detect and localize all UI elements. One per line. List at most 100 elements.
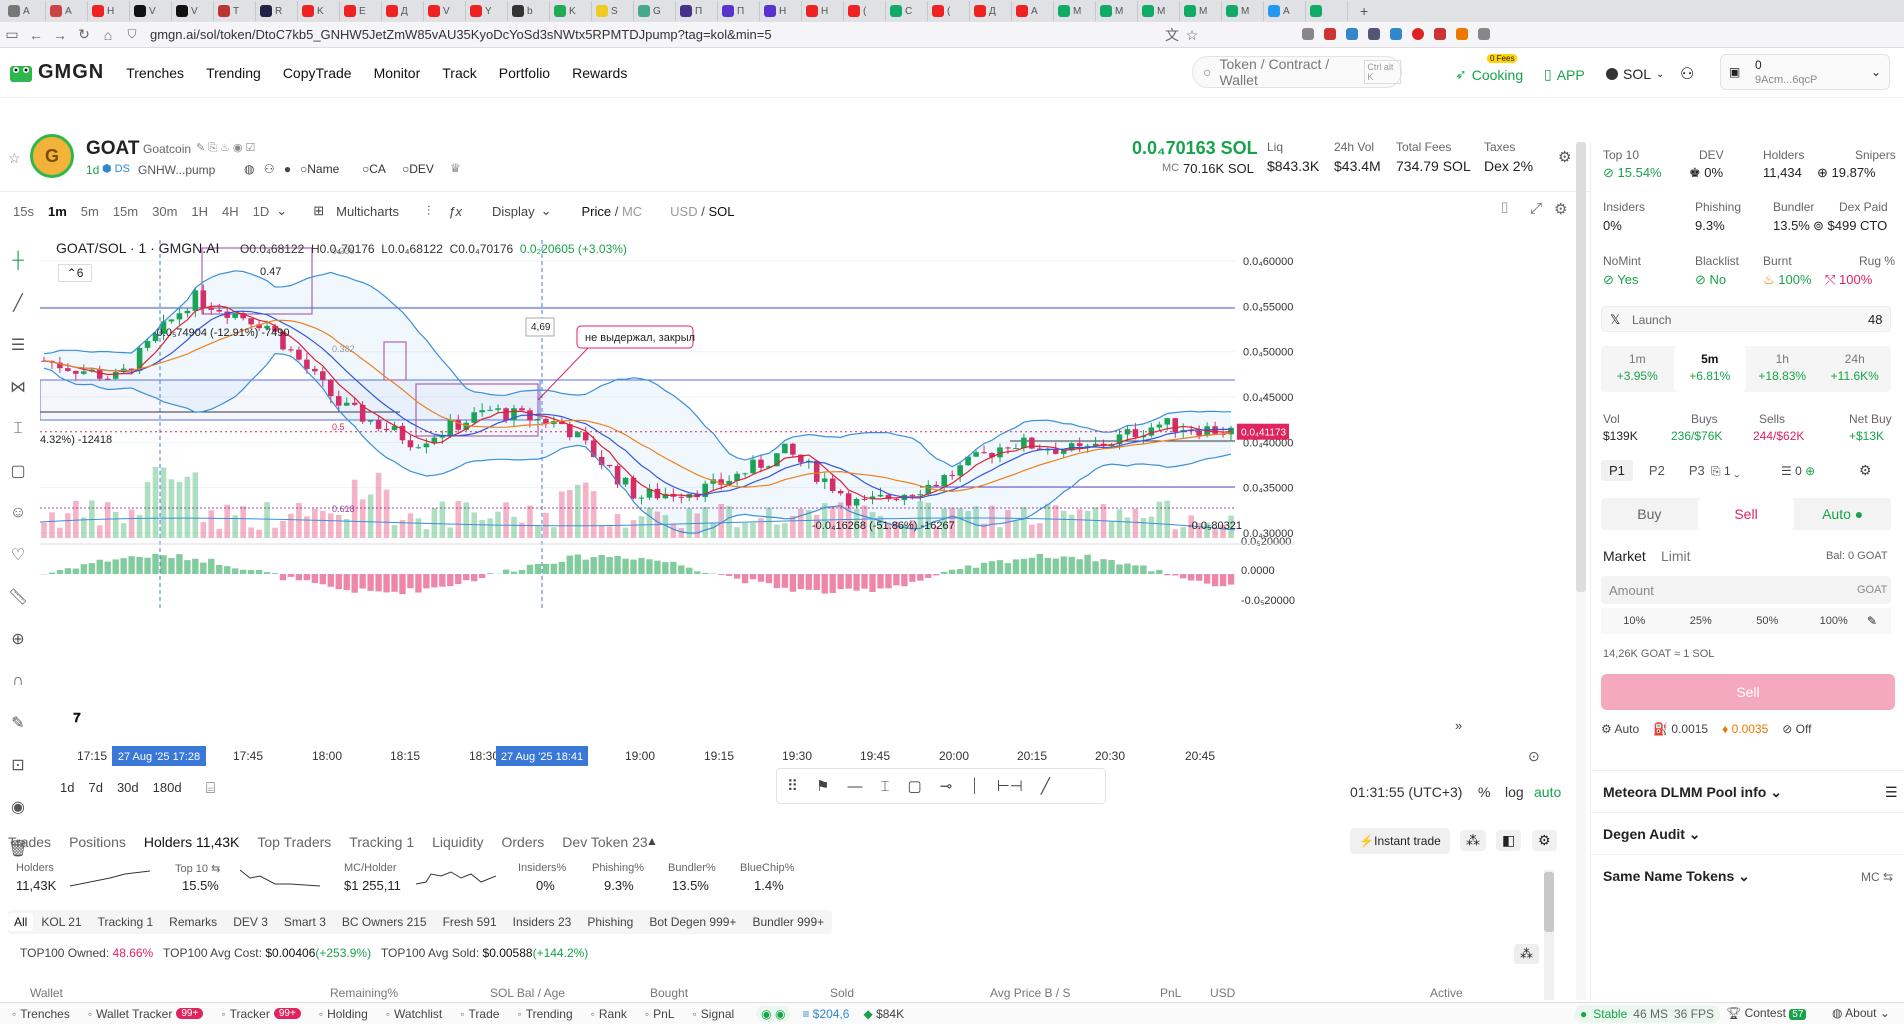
tip-option[interactable]: ♦ 0.0035 xyxy=(1722,722,1769,736)
browser-tab[interactable]: M xyxy=(1096,1,1138,21)
browser-tab[interactable]: M xyxy=(1222,1,1264,21)
ray-tool-icon[interactable]: ╱ xyxy=(1040,778,1050,795)
pattern-icon[interactable]: ⋈ xyxy=(10,379,26,396)
preset-p3[interactable]: P3 xyxy=(1688,463,1705,478)
layout-toggle-icon[interactable]: ◧ xyxy=(1496,830,1522,851)
preset-p2[interactable]: P2 xyxy=(1648,463,1665,478)
measure-tool-icon[interactable]: ⌶ xyxy=(880,777,890,795)
column-header[interactable]: PnL xyxy=(1160,986,1182,1000)
browser-tab[interactable]: S xyxy=(592,1,634,21)
nav-portfolio[interactable]: Portfolio xyxy=(498,64,551,81)
edit-pct-icon[interactable]: ✎ xyxy=(1867,614,1878,628)
preset-count[interactable]: ⎘ 1 ⌄ xyxy=(1711,464,1740,478)
bottom-tab[interactable]: Tracking 1 xyxy=(349,834,415,850)
degen-audit-section[interactable]: Degen Audit ⌄ xyxy=(1603,826,1701,842)
holder-filter[interactable]: Smart 3 xyxy=(283,915,326,929)
tradingview-logo-icon[interactable]: 𝟕 xyxy=(73,710,81,725)
timeframe-4H[interactable]: 4H xyxy=(222,203,239,219)
browser-tab[interactable]: b xyxy=(508,1,550,21)
amount-input[interactable]: Amount GOAT xyxy=(1601,576,1891,604)
new-tab-icon[interactable]: + xyxy=(1360,3,1369,19)
browser-tab[interactable]: П xyxy=(676,1,718,21)
crosshair-icon[interactable]: ┼ xyxy=(12,252,24,269)
timeframe-5m[interactable]: 5m xyxy=(80,203,99,219)
drag-handle-icon[interactable]: ⠿ xyxy=(787,778,798,795)
market-tab[interactable]: Market xyxy=(1603,548,1646,564)
timeframe-1m[interactable]: 1m xyxy=(47,203,67,219)
rectangle-icon[interactable]: ▢ xyxy=(10,463,26,480)
nav-rewards[interactable]: Rewards xyxy=(572,64,628,81)
collapse-up-icon[interactable]: ▲ xyxy=(646,834,658,848)
browser-tab[interactable]: ( xyxy=(844,1,886,21)
column-header[interactable]: USD xyxy=(1210,986,1236,1000)
box-tool-icon[interactable]: ▢ xyxy=(907,778,922,795)
holder-filter[interactable]: KOL 21 xyxy=(41,915,82,929)
browser-tab[interactable]: ( xyxy=(928,1,970,21)
holder-filter[interactable]: Insiders 23 xyxy=(512,915,572,929)
indicators-icon[interactable]: ƒx xyxy=(448,203,462,219)
chart-settings-icon[interactable]: ⚙ xyxy=(1554,201,1568,218)
meteora-section[interactable]: Meteora DLMM Pool info ⌄ xyxy=(1603,784,1782,800)
browser-tab[interactable]: Д xyxy=(382,1,424,21)
auto-scale-toggle[interactable]: auto xyxy=(1534,784,1562,800)
reload-icon[interactable]: ↻ xyxy=(78,26,90,42)
footer-wallet-tracker[interactable]: ◦ Wallet Tracker 99+ xyxy=(88,1007,204,1021)
forward-icon[interactable]: → xyxy=(53,26,67,43)
table-settings-icon[interactable]: ⚙ xyxy=(1532,830,1557,851)
go-to-date-icon[interactable]: ⊙ xyxy=(1528,748,1540,764)
browser-tab[interactable]: A xyxy=(1012,1,1054,21)
page-scroll-thumb[interactable] xyxy=(1576,142,1586,592)
multicharts-button[interactable]: Multicharts xyxy=(336,203,399,219)
favorite-star-icon[interactable]: ☆ xyxy=(8,150,21,166)
bubble-map-icon[interactable]: ⁂ xyxy=(1460,830,1486,851)
holder-filter[interactable]: Bot Degen 999+ xyxy=(649,915,737,929)
back-icon[interactable]: ← xyxy=(29,26,43,43)
token-avatar[interactable]: G xyxy=(30,134,74,178)
url-field[interactable]: gmgn.ai/sol/token/DtoC7kb5_GNHW5JetZmW85… xyxy=(150,27,772,42)
browser-tab[interactable]: K xyxy=(550,1,592,21)
holder-filter[interactable]: BC Owners 215 xyxy=(341,915,427,929)
holder-filter[interactable]: Remarks xyxy=(169,915,218,929)
social-icons[interactable]: ◍ ⚇ ● xyxy=(244,162,295,176)
footer-tracker[interactable]: ◦ Tracker 99+ xyxy=(221,1007,301,1021)
launch-row[interactable]: 𝕏 Launch 48 xyxy=(1601,306,1891,332)
heart-icon[interactable]: ♡ xyxy=(10,547,26,564)
browser-tab[interactable]: E xyxy=(340,1,382,21)
holder-filter[interactable]: Fresh 591 xyxy=(442,915,497,929)
browser-tab[interactable]: V xyxy=(424,1,466,21)
magnet-icon[interactable]: ∩ xyxy=(12,672,24,689)
browser-tab[interactable]: M xyxy=(1180,1,1222,21)
holder-filter[interactable]: All xyxy=(8,913,34,931)
camera-icon[interactable]: ⌷ xyxy=(1500,200,1510,217)
browser-tab[interactable]: A xyxy=(46,1,88,21)
nav-copytrade[interactable]: CopyTrade xyxy=(282,64,352,81)
nav-trending[interactable]: Trending xyxy=(206,64,261,81)
browser-tab[interactable]: V xyxy=(172,1,214,21)
flag-tool-icon[interactable]: ⚑ xyxy=(816,778,830,795)
footer-rank[interactable]: ◦ Rank xyxy=(591,1007,627,1021)
eye-icon[interactable]: ◉ xyxy=(11,799,25,816)
bookmark-star-icon[interactable]: ☆ xyxy=(1185,26,1199,43)
line-tool-icon[interactable]: — xyxy=(847,777,863,795)
pencil-lock-icon[interactable]: ✎ xyxy=(11,715,25,732)
lock-icon[interactable]: ⊡ xyxy=(11,757,25,774)
holder-filter[interactable]: Phishing xyxy=(587,915,634,929)
browser-tab[interactable]: A xyxy=(1264,1,1306,21)
browser-tab[interactable]: T xyxy=(214,1,256,21)
footer-trenches[interactable]: ◦ Trenches xyxy=(12,1007,70,1021)
display-button[interactable]: Display xyxy=(491,203,535,219)
holder-filter[interactable]: DEV 3 xyxy=(233,915,268,929)
preset-p1[interactable]: P1 xyxy=(1601,460,1633,481)
footer-watchlist[interactable]: ◦ Watchlist xyxy=(386,1007,443,1021)
trash-icon[interactable]: 🗑︎ xyxy=(7,841,29,858)
fullscreen-icon[interactable]: ⤢ xyxy=(1530,200,1543,217)
pct-10-button[interactable]: 10% xyxy=(1623,615,1646,627)
footer-trade[interactable]: ◦ Trade xyxy=(460,1007,499,1021)
column-header[interactable]: Sold xyxy=(830,986,855,1000)
pct-25-button[interactable]: 25% xyxy=(1689,615,1712,627)
bottom-tab[interactable]: Top Traders xyxy=(257,834,332,850)
hline-tool-icon[interactable]: ⊸ xyxy=(939,778,953,795)
chevron-down-icon[interactable]: ⌄ xyxy=(540,203,552,218)
browser-tab[interactable]: M xyxy=(1054,1,1096,21)
candle-type-icon[interactable]: ⫶ xyxy=(426,203,431,218)
